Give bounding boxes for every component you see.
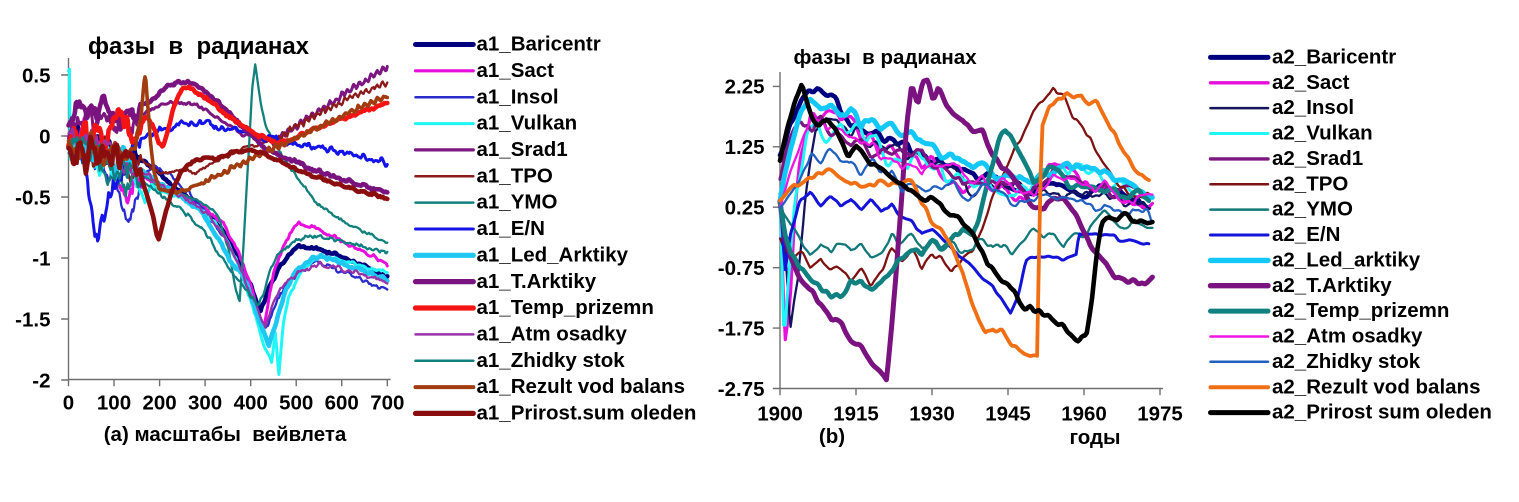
svg-text:700: 700	[370, 392, 404, 415]
svg-text:a2_Temp_prizemn: a2_Temp_prizemn	[1272, 299, 1449, 322]
svg-text:-1.75: -1.75	[718, 317, 765, 340]
svg-text:-0.5: -0.5	[15, 186, 50, 209]
svg-text:a2_Rezult vod balans: a2_Rezult vod balans	[1272, 375, 1480, 398]
svg-text:a1_E/N: a1_E/N	[477, 217, 545, 240]
svg-text:фазы в радианах: фазы в радианах	[88, 33, 310, 60]
svg-text:a2_Led_arktiky: a2_Led_arktiky	[1272, 249, 1421, 272]
svg-text:1915: 1915	[833, 403, 879, 426]
svg-text:a2_T.Arktiky: a2_T.Arktiky	[1272, 274, 1392, 297]
svg-text:a1_YMO: a1_YMO	[477, 191, 558, 214]
svg-text:a2_Baricentr: a2_Baricentr	[1272, 46, 1396, 69]
svg-text:1960: 1960	[1061, 403, 1107, 426]
svg-text:100: 100	[97, 392, 131, 415]
svg-text:0: 0	[39, 125, 50, 148]
svg-text:200: 200	[142, 392, 176, 415]
svg-text:a2_Prirost sum oleden: a2_Prirost sum oleden	[1272, 401, 1492, 424]
svg-text:a1_Prirost.sum oleden: a1_Prirost.sum oleden	[477, 402, 697, 425]
svg-text:a1_Rezult vod balans: a1_Rezult vod balans	[477, 375, 685, 398]
svg-text:a1_Baricentr: a1_Baricentr	[477, 33, 601, 56]
svg-text:1.25: 1.25	[725, 136, 765, 159]
svg-text:a2_Vulkan: a2_Vulkan	[1272, 122, 1373, 145]
svg-text:годы: годы	[1069, 426, 1120, 449]
svg-text:0.25: 0.25	[725, 197, 765, 220]
svg-text:-1.5: -1.5	[15, 308, 50, 331]
svg-text:a2_YMO: a2_YMO	[1272, 198, 1353, 221]
svg-text:a2_Sact: a2_Sact	[1272, 71, 1350, 94]
svg-text:a1_T.Arktiky: a1_T.Arktiky	[477, 270, 597, 293]
svg-text:a2_Atm osadky: a2_Atm osadky	[1272, 325, 1423, 348]
svg-text:a2_E/N: a2_E/N	[1272, 223, 1340, 246]
svg-text:300: 300	[188, 392, 222, 415]
svg-text:a2_Insol: a2_Insol	[1272, 96, 1354, 119]
svg-text:1975: 1975	[1137, 403, 1183, 426]
svg-text:400: 400	[234, 392, 268, 415]
svg-text:a1_Sact: a1_Sact	[477, 59, 555, 82]
svg-text:-0.75: -0.75	[718, 257, 765, 280]
svg-text:a1_Vulkan: a1_Vulkan	[477, 112, 578, 135]
svg-text:1900: 1900	[757, 403, 803, 426]
svg-text:a2_Zhidky stok: a2_Zhidky stok	[1272, 350, 1421, 373]
svg-text:-1: -1	[32, 247, 50, 270]
svg-text:a1_Zhidky stok: a1_Zhidky stok	[477, 349, 626, 372]
svg-text:a1_Atm osadky: a1_Atm osadky	[477, 323, 628, 346]
svg-text:-2: -2	[32, 369, 50, 392]
svg-text:a1_Insol: a1_Insol	[477, 85, 559, 108]
svg-text:1945: 1945	[985, 403, 1031, 426]
svg-text:1930: 1930	[909, 403, 955, 426]
svg-text:600: 600	[325, 392, 359, 415]
svg-text:(b): (b)	[819, 425, 845, 448]
svg-text:a1_Temp_prizemn: a1_Temp_prizemn	[477, 296, 654, 319]
svg-text:a1_Srad1: a1_Srad1	[477, 138, 568, 161]
svg-text:500: 500	[279, 392, 313, 415]
svg-text:-2.75: -2.75	[718, 378, 765, 401]
svg-text:2.25: 2.25	[725, 76, 765, 99]
svg-text:(a) масштабы вейвлета: (a) масштабы вейвлета	[104, 423, 347, 446]
svg-text:0.5: 0.5	[22, 64, 51, 87]
svg-text:a1_Led_Arktiky: a1_Led_Arktiky	[477, 243, 629, 266]
svg-text:0: 0	[63, 392, 74, 415]
svg-text:a2_TPO: a2_TPO	[1272, 172, 1348, 195]
svg-text:a2_Srad1: a2_Srad1	[1272, 147, 1363, 170]
svg-text:фазы в радианах: фазы в радианах	[794, 46, 978, 69]
svg-text:a1_TPO: a1_TPO	[477, 164, 553, 187]
